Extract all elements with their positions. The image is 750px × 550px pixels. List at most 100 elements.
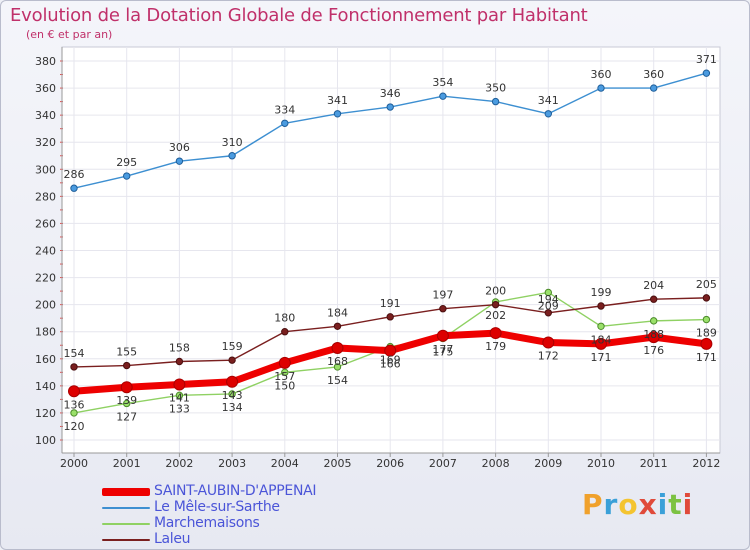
- data-point: [544, 309, 552, 317]
- data-label: 134: [222, 401, 243, 414]
- data-point: [70, 409, 78, 417]
- data-label: 200: [485, 285, 506, 298]
- data-label: 334: [274, 103, 295, 116]
- logo-letter: x: [638, 488, 658, 521]
- data-label: 189: [696, 327, 717, 340]
- x-tick-label: 2007: [429, 457, 457, 470]
- data-label: 205: [696, 278, 717, 291]
- data-point: [702, 69, 711, 77]
- data-label: 159: [222, 340, 243, 353]
- x-tick-label: 2012: [692, 457, 720, 470]
- data-label: 158: [169, 341, 190, 354]
- data-point: [386, 313, 394, 321]
- y-tick-label: 260: [35, 217, 56, 230]
- data-point: [281, 328, 289, 336]
- data-point: [544, 288, 552, 297]
- data-label: 209: [538, 299, 559, 312]
- data-label: 354: [432, 76, 453, 89]
- data-label: 199: [591, 286, 612, 299]
- x-tick-label: 2002: [165, 457, 193, 470]
- data-label: 188: [643, 328, 664, 341]
- data-point: [491, 300, 500, 309]
- data-label: 150: [274, 379, 295, 392]
- data-label: 194: [538, 293, 559, 306]
- data-label: 127: [116, 410, 137, 423]
- data-point: [278, 356, 291, 369]
- y-tick-label: 200: [35, 299, 56, 312]
- data-point: [333, 322, 342, 330]
- data-point: [436, 329, 449, 342]
- data-point: [175, 157, 184, 165]
- logo-letter: o: [618, 488, 639, 521]
- y-tick-label: 280: [35, 190, 56, 203]
- data-point: [228, 152, 236, 160]
- y-tick-label: 320: [35, 136, 56, 149]
- data-label: 176: [643, 344, 664, 357]
- data-label: 166: [380, 358, 401, 371]
- data-label: 310: [222, 136, 243, 149]
- data-label: 120: [64, 420, 85, 433]
- data-point: [702, 294, 711, 302]
- logo-letter: t: [668, 488, 683, 521]
- legend-label-marchemaisons: Marchemaisons: [154, 515, 260, 531]
- y-tick-label: 180: [35, 326, 56, 339]
- proxiti-logo: Proxiti: [582, 488, 693, 521]
- data-label: 154: [327, 374, 348, 387]
- data-point: [333, 363, 342, 371]
- data-label: 184: [327, 306, 348, 319]
- y-tick-label: 300: [35, 163, 56, 176]
- data-point: [489, 327, 502, 340]
- data-point: [68, 385, 80, 398]
- y-tick-label: 220: [35, 272, 56, 285]
- legend-label-saint-aubin: SAINT-AUBIN-D'APPENAI: [154, 483, 317, 499]
- data-label: 169: [380, 354, 401, 367]
- x-tick-label: 2008: [482, 457, 510, 470]
- data-point: [650, 84, 658, 92]
- y-tick-label: 240: [35, 245, 56, 258]
- y-tick-label: 160: [35, 353, 56, 366]
- data-label: 204: [643, 279, 664, 292]
- data-point: [700, 337, 713, 350]
- data-point: [542, 336, 555, 349]
- data-label: 346: [380, 87, 401, 100]
- data-label: 133: [169, 402, 190, 415]
- data-label: 179: [485, 340, 506, 353]
- data-label: 360: [591, 68, 612, 81]
- x-tick-label: 2005: [324, 457, 352, 470]
- data-point: [491, 97, 500, 106]
- data-label: 168: [327, 355, 348, 368]
- data-label: 341: [327, 94, 348, 107]
- data-label: 180: [274, 312, 295, 325]
- logo-letter: i: [682, 488, 694, 521]
- legend-swatch-le-mele: [102, 507, 150, 509]
- data-point: [650, 317, 658, 325]
- data-point: [120, 381, 133, 394]
- data-point: [123, 399, 131, 408]
- x-tick-label: 2010: [587, 457, 615, 470]
- legend-label-laleu: Laleu: [154, 531, 191, 547]
- x-tick-label: 2004: [271, 457, 299, 470]
- data-point: [702, 315, 711, 324]
- data-label: 155: [116, 346, 137, 359]
- data-label: 202: [485, 309, 506, 322]
- data-point: [384, 344, 397, 357]
- data-point: [228, 390, 236, 398]
- data-point: [597, 84, 605, 92]
- chart-subtitle: (en € et par an): [26, 28, 113, 41]
- x-tick-label: 2000: [60, 457, 88, 470]
- y-tick-label: 140: [35, 380, 56, 393]
- data-point: [123, 361, 131, 370]
- logo-letter: P: [582, 488, 604, 521]
- data-point: [226, 375, 239, 388]
- data-label: 371: [696, 53, 717, 66]
- data-point: [597, 322, 605, 330]
- x-tick-label: 2001: [113, 457, 141, 470]
- data-label: 197: [432, 289, 453, 302]
- data-label: 157: [274, 370, 295, 383]
- data-point: [386, 103, 394, 111]
- data-point: [281, 119, 289, 127]
- legend-swatch-saint-aubin: [102, 488, 150, 496]
- legend-label-le-mele: Le Mêle-sur-Sarthe: [154, 499, 280, 515]
- legend-swatch-marchemaisons: [102, 523, 150, 525]
- data-point: [175, 357, 184, 366]
